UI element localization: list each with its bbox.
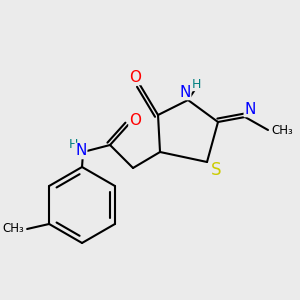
Text: N: N xyxy=(244,101,256,116)
Text: N: N xyxy=(179,85,191,100)
Text: CH₃: CH₃ xyxy=(2,223,24,236)
Text: N: N xyxy=(75,143,87,158)
Text: H: H xyxy=(68,137,78,151)
Text: CH₃: CH₃ xyxy=(271,124,293,136)
Text: H: H xyxy=(191,77,201,91)
Text: O: O xyxy=(129,112,141,128)
Text: S: S xyxy=(211,161,221,179)
Text: O: O xyxy=(129,70,141,85)
